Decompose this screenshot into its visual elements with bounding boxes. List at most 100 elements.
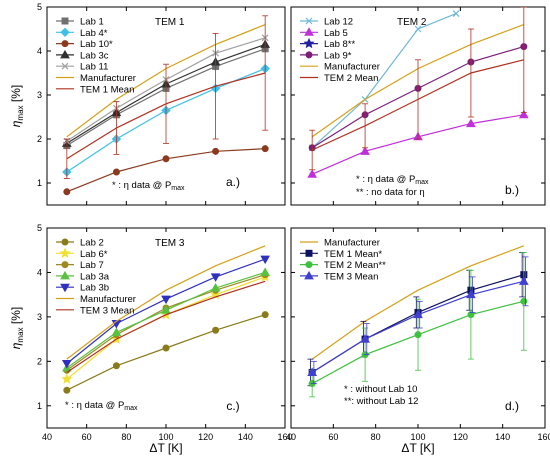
- y-tick-label: 4: [37, 267, 42, 277]
- annotation-line: * : η data @ Pmax: [112, 180, 185, 192]
- data-point: [307, 169, 318, 178]
- legend-label: TEM 1 Mean*: [324, 249, 382, 260]
- data-point: [61, 360, 72, 369]
- legend-label: TEM 2 Mean**: [324, 260, 386, 271]
- legend-marker: [305, 17, 313, 25]
- series-6: [309, 7, 527, 171]
- data-point: [414, 331, 422, 339]
- data-point: [63, 386, 71, 394]
- data-point: [520, 297, 528, 305]
- x-tick-label: 60: [82, 432, 92, 442]
- x-tick-label: 40: [286, 432, 296, 442]
- annotation: * : η data @ Pmax: [65, 400, 138, 412]
- data-point: [261, 311, 269, 319]
- annotation-line: **: without Lab 12: [344, 396, 418, 407]
- annotation-line: * : η data @ Pmax: [356, 174, 429, 186]
- y-tick-label: 4: [37, 46, 42, 56]
- legend-label: Manufacturer: [324, 238, 380, 249]
- data-point: [467, 311, 475, 319]
- x-tick-label: 160: [537, 432, 550, 442]
- annotation: * : η data @ Pmax** : no data for η: [356, 174, 429, 198]
- legend-marker: [305, 249, 313, 257]
- annotation-line: ** : no data for η: [356, 187, 425, 198]
- legend-marker: [61, 238, 69, 246]
- legend-label: Manufacturer: [80, 294, 136, 305]
- x-tick-label: 100: [410, 432, 425, 442]
- data-point: [61, 373, 73, 384]
- data-point: [413, 309, 423, 319]
- x-tick-label: 100: [158, 432, 173, 442]
- panel-label: b.): [505, 183, 519, 197]
- legend-marker: [61, 40, 69, 48]
- legend-marker: [60, 270, 70, 280]
- panel-title: TEM 2: [397, 17, 427, 28]
- x-axis-label-left: ΔT [K]: [149, 441, 182, 455]
- legend-label: TEM 1 Mean: [80, 84, 134, 95]
- x-tick-label: 140: [495, 432, 510, 442]
- legend-label: Lab 7: [80, 260, 104, 271]
- data-point: [161, 305, 171, 314]
- legend-marker: [60, 27, 70, 38]
- legend-marker: [61, 62, 69, 70]
- data-point: [210, 282, 221, 292]
- legend-label: Lab 12: [324, 17, 353, 28]
- panel-title: TEM 3: [155, 238, 185, 249]
- annotation: * : without Lab 10**: without Lab 12: [344, 384, 418, 407]
- data-point: [466, 289, 476, 299]
- y-tick-label: 3: [37, 312, 42, 322]
- data-point: [212, 147, 220, 155]
- legend-label: Lab 3b: [80, 283, 109, 294]
- x-axis-label-right: ΔT [K]: [401, 441, 434, 455]
- legend-marker: [305, 261, 313, 269]
- data-point: [210, 273, 221, 282]
- x-tick-label: 40: [42, 432, 52, 442]
- legend-marker: [305, 51, 313, 59]
- legend-label: Manufacturer: [80, 73, 136, 84]
- legend-marker: [304, 27, 314, 36]
- annotation-subscript: max: [124, 405, 138, 412]
- data-point: [518, 109, 529, 119]
- legend-marker: [303, 37, 315, 49]
- legend-label: TEM 3 Mean: [80, 305, 134, 316]
- series-line: [66, 245, 266, 360]
- series-3: [308, 252, 528, 398]
- annotation-line: * : η data @ Pmax: [65, 400, 138, 412]
- data-point: [161, 295, 171, 305]
- legend-marker: [61, 17, 69, 25]
- legend-label: Lab 2: [80, 238, 104, 249]
- y-tick-label: 5: [37, 223, 42, 233]
- series-7: [63, 15, 269, 180]
- y-tick-label: 2: [37, 134, 42, 144]
- x-tick-label: 160: [277, 432, 292, 442]
- x-tick-label: 80: [121, 432, 131, 442]
- panel-label: d.): [505, 399, 519, 413]
- panel-label: c.): [226, 399, 239, 413]
- data-point: [261, 145, 269, 153]
- data-point: [307, 367, 318, 376]
- legend-label: Lab 6*: [80, 249, 108, 260]
- legend-marker: [60, 283, 70, 293]
- legend-label: Lab 11: [80, 62, 108, 73]
- legend-label: Lab 3c: [80, 50, 109, 61]
- legend-marker: [59, 247, 71, 258]
- legend-marker: [304, 270, 314, 280]
- data-point: [452, 10, 460, 18]
- panel-label: a.): [226, 175, 240, 189]
- series-7: [66, 280, 266, 373]
- series-1: [311, 245, 525, 360]
- y-tick-label: 5: [37, 2, 42, 12]
- data-point: [260, 255, 271, 265]
- legend-label: Lab 4*: [80, 28, 108, 39]
- y-tick-label: 1: [37, 178, 42, 188]
- y-tick-label: 2: [37, 356, 42, 366]
- data-point: [414, 25, 422, 33]
- legend-label: TEM 3 Mean: [324, 271, 378, 282]
- x-tick-label: 120: [198, 432, 213, 442]
- legend-label: Lab 1: [80, 17, 104, 28]
- series-4: [307, 256, 529, 384]
